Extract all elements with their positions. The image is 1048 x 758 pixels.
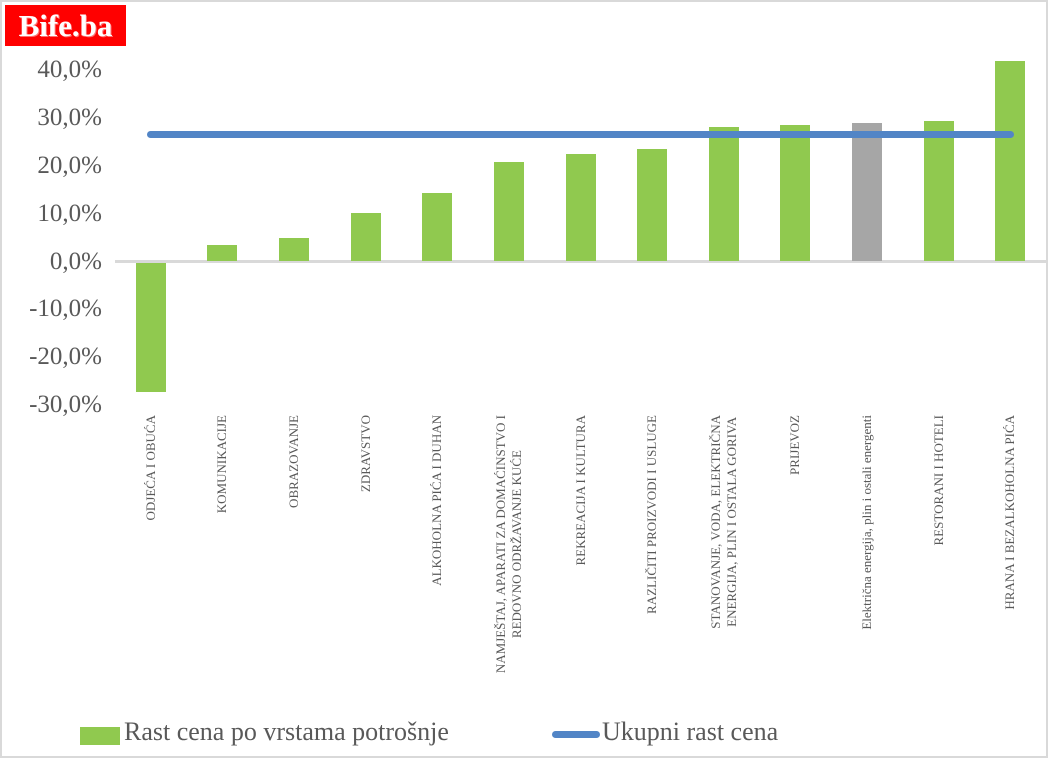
x-axis-category-label: RAZLIČITI PROIZVODI I USLUGE <box>634 415 670 755</box>
legend-line-label: Ukupni rast cena <box>602 717 779 746</box>
bar <box>207 244 238 262</box>
x-axis-category-label-text: RESTORANI I HOTELI <box>930 415 946 546</box>
x-axis-category-label-text: RAZLIČITI PROIZVODI I USLUGE <box>644 415 660 614</box>
x-axis-category-label-text: Električna energija, plin i ostali energ… <box>859 415 875 630</box>
x-axis-category-label: OBRAZOVANJE <box>276 415 312 755</box>
legend-bar-label: Rast cena po vrstama potrošnje <box>124 717 449 746</box>
x-axis-category-label: REKREACIJA I KULTURA <box>563 415 599 755</box>
y-tick-label: 10,0% <box>37 199 102 227</box>
x-axis-category-label: PRIJEVOZ <box>777 415 813 755</box>
x-axis-category-label: ZDRAVSTVO <box>348 415 384 755</box>
x-axis-category-label: HRANA I BEZALKOHOLNA PIĆA <box>992 415 1028 755</box>
x-axis-category-label-text: HRANA I BEZALKOHOLNA PIĆA <box>1002 415 1018 610</box>
x-axis-category-label: Električna energija, plin i ostali energ… <box>849 415 885 755</box>
y-tick-label: 0,0% <box>49 247 102 275</box>
bar <box>350 213 381 262</box>
zero-axis-line <box>115 260 1046 263</box>
x-axis-category-label-text: ZDRAVSTVO <box>357 415 373 493</box>
x-axis-category-label-text: NAMJEŠTAJ, APARATI ZA DOMAĆINSTVO I REDO… <box>493 415 524 674</box>
x-axis-category-label-text: ALKOHOLNA PIĆA I DUHAN <box>429 415 445 586</box>
y-tick-label: -20,0% <box>29 343 102 371</box>
y-tick-label: 30,0% <box>37 103 102 131</box>
total-growth-line <box>146 131 1015 139</box>
highlight-bar <box>851 123 882 262</box>
x-axis-labels: ODJEĆA I OBUĆA KOMUNIKACIJE OBRAZOVANJE ZDR… <box>115 415 1046 756</box>
x-axis-category-label-text: OBRAZOVANJE <box>286 415 302 508</box>
bife-logo-text: Bife.ba <box>18 8 113 43</box>
bar <box>279 237 310 262</box>
bar <box>923 120 954 262</box>
x-axis-category-label-text: KOMUNIKACIJE <box>214 415 230 514</box>
x-axis-category-label-text: PRIJEVOZ <box>787 415 803 475</box>
x-axis-category-label: ALKOHOLNA PIĆA I DUHAN <box>419 415 455 755</box>
bar <box>422 193 453 262</box>
legend-bar-swatch <box>80 727 120 745</box>
x-axis-category-label: NAMJEŠTAJ, APARATI ZA DOMAĆINSTVO I REDO… <box>491 415 527 755</box>
y-tick-label: 20,0% <box>37 151 102 179</box>
bar <box>493 161 524 262</box>
y-tick-label: -10,0% <box>29 295 102 323</box>
bar <box>708 126 739 262</box>
bar <box>135 263 166 393</box>
y-tick-label: 40,0% <box>37 55 102 83</box>
x-axis-category-label: STANOVANJE, VODA, ELEKTRIČNA ENERGIJA, P… <box>706 415 742 755</box>
bar <box>780 124 811 262</box>
y-tick-label: -30,0% <box>29 391 102 419</box>
bife-logo: Bife.ba <box>5 5 126 46</box>
x-axis-category-label: KOMUNIKACIJE <box>204 415 240 755</box>
x-axis-category-label: ODJEĆA I OBUĆA <box>133 415 169 755</box>
bar <box>637 148 668 262</box>
bar <box>995 61 1026 262</box>
legend-line-swatch <box>552 731 600 738</box>
x-axis-category-label: RESTORANI I HOTELI <box>921 415 957 755</box>
x-axis-category-label-text: STANOVANJE, VODA, ELEKTRIČNA ENERGIJA, P… <box>708 415 739 629</box>
x-axis-category-label-text: REKREACIJA I KULTURA <box>572 415 588 566</box>
bar <box>565 153 596 262</box>
x-axis-category-label-text: ODJEĆA I OBUĆA <box>143 415 158 521</box>
